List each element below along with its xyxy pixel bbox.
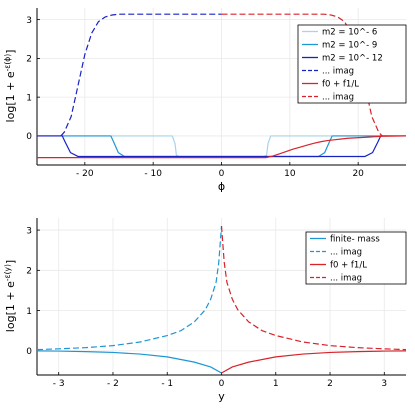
- x-tick-label: - 2: [107, 379, 119, 389]
- bottom-panel: - 3 - 2 - 1 0 1 2 3 0 1 2 3 y log[1 + e-ε(y)] finite-…: [3, 218, 407, 403]
- series-line-3: [60, 13, 222, 137]
- y-axis-label-base: log[1 + e: [4, 71, 17, 122]
- x-tick-label: - 1: [161, 379, 173, 389]
- legend-box: [305, 231, 407, 285]
- x-tick-label: - 20: [76, 169, 94, 179]
- x-tick-label: 1: [273, 379, 279, 389]
- y-axis-label-end: ]: [4, 260, 17, 264]
- legend-entry: ... imag: [330, 274, 362, 284]
- legend-entry: ... imag: [330, 248, 362, 258]
- legend-entry: m2 = 10^- 9: [322, 41, 377, 51]
- y-tick-label: 0: [26, 132, 32, 142]
- legend-entry: f0 + f1/L: [330, 261, 367, 271]
- legend-entry: ... imag: [322, 93, 354, 103]
- legend-entry: f0 + f1/L: [322, 80, 359, 90]
- legend-entry: m2 = 10^- 6: [322, 28, 377, 38]
- y-tick-label: 3: [26, 16, 32, 26]
- y-axis-label-sup: -ε(y): [3, 264, 12, 281]
- top-panel: - 20 - 10 0 10 20 0 1 2 3 ϕ log[1 + e-ε(ϕ)] m2 = 10…: [3, 8, 407, 193]
- y-tick-label: 1: [26, 93, 32, 103]
- series-line-3: [220, 226, 406, 351]
- y-tick-label: 1: [26, 307, 32, 317]
- x-tick-label: 2: [327, 379, 333, 389]
- y-tick-label: 0: [26, 347, 32, 357]
- x-axis-label: ϕ: [218, 180, 225, 193]
- legend-entry: m2 = 10^- 12: [322, 54, 383, 64]
- series-line-1: [37, 226, 223, 351]
- y-tick-label: 2: [26, 267, 32, 277]
- series-line-2: [221, 350, 406, 374]
- y-tick-label: 3: [26, 226, 32, 236]
- legend-entry: finite- mass: [330, 235, 380, 245]
- x-tick-label: 20: [352, 169, 364, 179]
- x-tick-label: 3: [381, 379, 387, 389]
- x-tick-label: - 10: [144, 169, 162, 179]
- legend-box: [297, 24, 407, 104]
- legend: finite- mass ... imag f0 + f1/L ... imag: [305, 231, 407, 285]
- x-axis-label: y: [218, 390, 225, 403]
- legend-entry: ... imag: [322, 67, 354, 77]
- x-tick-label: - 3: [53, 379, 65, 389]
- x-tick-label: 0: [219, 169, 225, 179]
- y-axis-label: log[1 + e-ε(y)]: [3, 260, 17, 332]
- y-axis-label-end: ]: [4, 50, 17, 54]
- legend: m2 = 10^- 6 m2 = 10^- 9 m2 = 10^- 12 ... im…: [297, 24, 407, 104]
- y-tick-label: 2: [26, 55, 32, 65]
- series-line-4: [37, 135, 406, 159]
- y-axis-label-base: log[1 + e: [4, 281, 17, 332]
- x-tick-label: 10: [284, 169, 296, 179]
- series-line-2: [37, 135, 406, 158]
- y-axis-label-sup: -ε(ϕ): [3, 54, 12, 72]
- series-line-0: [37, 350, 222, 374]
- y-axis-label: log[1 + e-ε(ϕ)]: [3, 50, 17, 123]
- series-group: [37, 226, 406, 374]
- x-tick-label: 0: [219, 379, 225, 389]
